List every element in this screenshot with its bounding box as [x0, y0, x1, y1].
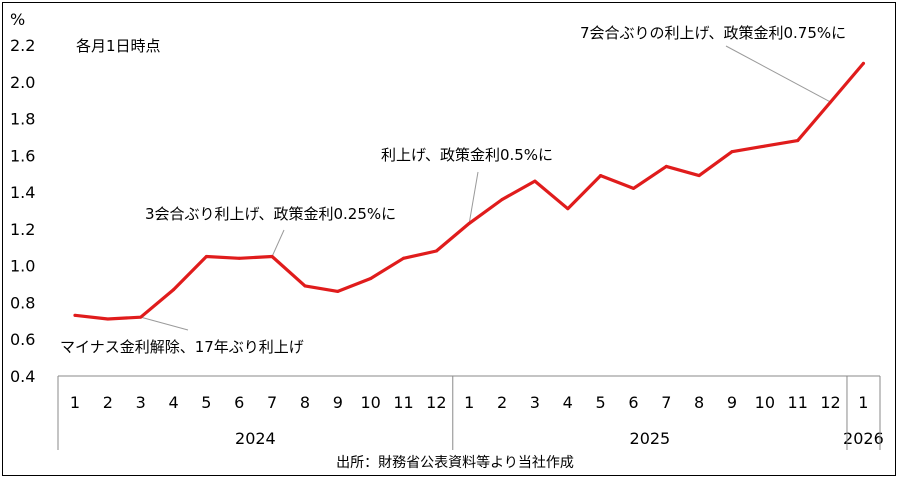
data-point [73, 313, 77, 317]
x-tick-label: 7 [661, 393, 671, 412]
y-tick-label: 0.8 [10, 293, 35, 312]
source-note: 出所：財務省公表資料等より当社作成 [336, 454, 574, 471]
y-tick-label: 1.0 [10, 257, 35, 276]
annotations: マイナス金利解除、17年ぶり利上げ 3会合ぶり利上げ、政策金利0.25%に 利上げ、… [60, 24, 846, 356]
data-point [533, 179, 537, 183]
x-tick-label: 2 [497, 393, 507, 412]
data-point [402, 256, 405, 260]
annotation-label: 利上げ、政策金利0.5%に [381, 146, 553, 164]
x-tick-label: 10 [360, 393, 380, 412]
data-point [303, 284, 307, 288]
x-tick-label: 1 [858, 393, 868, 412]
annotation-label: 3会合ぶり利上げ、政策金利0.25%に [145, 205, 396, 223]
x-tick-label: 9 [333, 393, 343, 412]
x-tick-label: 12 [820, 393, 840, 412]
data-point [467, 221, 471, 225]
y-tick-label: 2.0 [10, 73, 35, 92]
y-tick-label: 0.4 [10, 367, 35, 386]
x-tick-label: 3 [136, 393, 146, 412]
data-point [631, 186, 635, 190]
x-tick-label: 10 [755, 393, 775, 412]
data-point [664, 164, 668, 168]
y-tick-label: 1.4 [10, 183, 35, 202]
annotation-leader-line [271, 229, 285, 257]
data-point [796, 139, 800, 143]
annotation-leader-line [140, 316, 189, 331]
x-tick-label: 1 [464, 393, 474, 412]
y-axis: 0.4 0.6 0.8 1.0 1.2 1.4 1.6 1.8 2.0 2.2 [10, 36, 35, 386]
x-tick-label: 8 [694, 393, 704, 412]
annotation-label: 7会合ぶりの利上げ、政策金利0.75%に [580, 24, 846, 42]
series-line [73, 61, 865, 321]
data-point [599, 174, 603, 178]
data-point [730, 150, 734, 154]
data-point [500, 197, 504, 201]
data-point [237, 256, 241, 260]
data-point [566, 207, 570, 211]
data-point [204, 254, 208, 258]
annotation-leader-line [468, 171, 479, 224]
data-point [434, 249, 438, 253]
x-year-label: 2026 [843, 429, 884, 448]
x-tick-label: 2 [103, 393, 113, 412]
data-point [861, 61, 865, 65]
y-tick-label: 1.6 [10, 146, 35, 165]
x-tick-label: 5 [201, 393, 211, 412]
y-tick-label: 2.2 [10, 36, 35, 55]
data-points [73, 61, 865, 321]
data-point [106, 317, 110, 321]
x-tick-label: 1 [70, 393, 80, 412]
x-tick-label: 3 [530, 393, 540, 412]
x-tick-label: 5 [596, 393, 606, 412]
data-point [369, 277, 373, 281]
annotation-label: マイナス金利解除、17年ぶり利上げ [60, 338, 304, 356]
chart-subtitle: 各月1日時点 [76, 37, 161, 55]
data-point [172, 288, 176, 292]
data-point [139, 315, 143, 319]
data-point [763, 144, 767, 148]
y-tick-label: 1.2 [10, 220, 35, 239]
annotation-leader-line [725, 45, 831, 103]
y-tick-label: 1.8 [10, 110, 35, 129]
y-tick-label: 0.6 [10, 330, 35, 349]
x-tick-label: 11 [393, 393, 413, 412]
x-tick-label: 9 [727, 393, 737, 412]
data-point [270, 254, 274, 258]
x-tick-label: 6 [234, 393, 244, 412]
annotation-leaders [140, 45, 831, 331]
x-year-label: 2024 [235, 429, 276, 448]
data-point [697, 174, 701, 178]
data-point [829, 100, 833, 104]
data-point [336, 289, 340, 293]
x-tick-label: 8 [300, 393, 310, 412]
x-tick-label: 4 [563, 393, 573, 412]
x-tick-label: 6 [628, 393, 638, 412]
x-tick-label: 12 [426, 393, 446, 412]
x-tick-label: 7 [267, 393, 277, 412]
x-year-label: 2025 [630, 429, 671, 448]
x-tick-label: 11 [788, 393, 808, 412]
y-unit-label: % [10, 10, 25, 29]
x-tick-label: 4 [168, 393, 178, 412]
